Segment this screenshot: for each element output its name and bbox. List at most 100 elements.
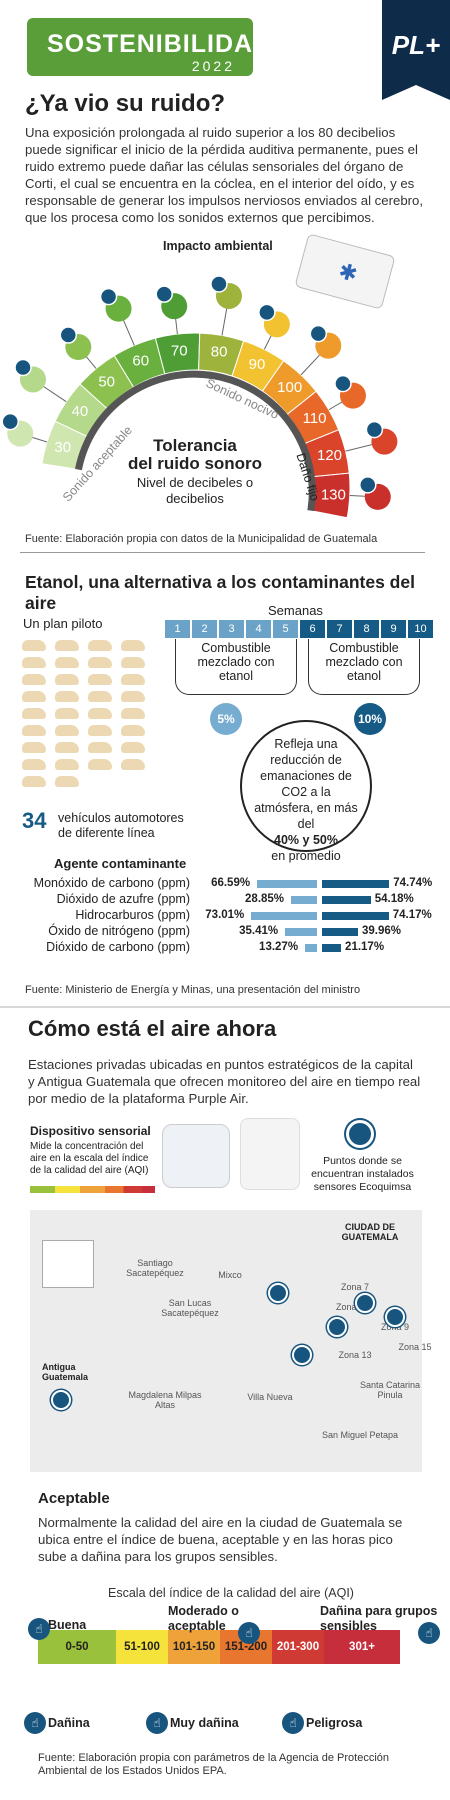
hand-pointer-icon[interactable]: ☝ <box>28 1618 50 1640</box>
vehicles-illustration <box>22 640 152 795</box>
aqi-bottom-label-2: Peligrosa <box>306 1716 363 1730</box>
hand-pointer-icon[interactable] <box>59 326 78 344</box>
vehicles-label: vehículos automotores de diferente línea <box>58 811 184 840</box>
aqi-bottom-label-1: Muy dañina <box>170 1716 239 1730</box>
map-place-1: Mixco <box>218 1270 242 1280</box>
hand-pointer-icon[interactable]: ☝ <box>418 1622 440 1644</box>
logo-title: SOSTENIBILIDAD <box>47 30 273 58</box>
map-place-11: Santa Catarina Pinula <box>359 1380 421 1400</box>
map-place-10: Villa Nueva <box>247 1392 293 1402</box>
hand-pointer-icon[interactable] <box>365 420 384 439</box>
aqi-bottom-label-0: Dañina <box>48 1716 90 1730</box>
air-title: Cómo está el aire ahora <box>28 1016 277 1041</box>
car-icon <box>121 742 145 753</box>
bar-5pct-4 <box>305 944 317 952</box>
gauge-title-1: Tolerancia <box>153 436 237 455</box>
gauge-level-40: 40 <box>72 403 89 420</box>
aqi-top-label-0: Buena <box>48 1618 87 1632</box>
pct-5-badge: 5% <box>210 703 242 735</box>
week-7: 7 <box>327 620 352 638</box>
car-icon <box>55 657 79 668</box>
agent-label-1: Dióxido de azufre (ppm) <box>56 892 190 906</box>
hand-pointer-icon[interactable] <box>99 287 118 306</box>
map-place-7: Zona 13 <box>338 1350 372 1360</box>
aqi-range-4: 201-300 <box>272 1630 324 1664</box>
hand-pointer-icon[interactable] <box>1 412 20 431</box>
sensor-pin-zona9[interactable] <box>327 1317 347 1337</box>
aqi-mini-scale <box>30 1186 155 1193</box>
hand-pointer-icon[interactable] <box>359 476 377 494</box>
sensor-pin-antigua[interactable] <box>51 1390 71 1410</box>
map-place-2: San Lucas Sacatepéquez <box>161 1298 219 1318</box>
week-2: 2 <box>192 620 217 638</box>
gauge-level-110: 110 <box>303 410 327 427</box>
bar-10pct-1 <box>322 896 371 904</box>
car-icon <box>88 742 112 753</box>
car-icon <box>121 725 145 736</box>
car-icon <box>88 657 112 668</box>
hand-pointer-icon[interactable]: ☝ <box>24 1712 46 1734</box>
gauge-sub-1: Nivel de decibeles o <box>136 475 254 490</box>
agent-label-0: Monóxido de carbono (ppm) <box>33 876 190 890</box>
publisher-logo[interactable]: PL+ <box>382 0 450 100</box>
car-icon <box>55 708 79 719</box>
map-place-5: Zona 9 <box>380 1322 410 1332</box>
hand-pointer-icon[interactable] <box>14 358 32 377</box>
map-place-8: Antigua Guatemala <box>42 1362 89 1382</box>
car-icon <box>88 674 112 685</box>
map-place-4: Zona 8 <box>335 1302 365 1312</box>
weeks-label: Semanas <box>268 603 323 618</box>
hand-pointer-icon[interactable] <box>309 324 328 343</box>
hand-pointer-icon[interactable] <box>210 275 228 293</box>
hand-pointer-icon[interactable]: ☝ <box>238 1622 260 1644</box>
reduction-circle: Refleja una reducción de emanaciones de … <box>240 720 372 863</box>
aqi-text: Normalmente la calidad del aire en la ci… <box>38 1515 403 1564</box>
car-icon <box>55 742 79 753</box>
air-intro: Estaciones privadas ubicadas en puntos e… <box>28 1057 421 1106</box>
agent-label-2: Hidrocarburos (ppm) <box>75 908 190 922</box>
value-5pct-4: 13.27% <box>259 941 299 953</box>
hand-pointer-icon[interactable] <box>334 374 352 393</box>
map-place-6: Zona 15 <box>398 1342 432 1352</box>
gauge-title-2: del ruido sonoro <box>127 454 263 473</box>
gauge-inner-ring <box>75 370 316 512</box>
noise-source: Fuente: Elaboración propia con datos de … <box>25 533 378 545</box>
car-icon <box>22 742 46 753</box>
section-band <box>0 1006 450 1008</box>
car-icon <box>22 674 46 685</box>
car-icon <box>121 708 145 719</box>
gauge-level-90: 90 <box>249 356 266 373</box>
car-icon <box>22 657 46 668</box>
map-place-12: San Miguel Petapa <box>321 1430 399 1440</box>
sensor-pin-zona8[interactable] <box>355 1293 375 1313</box>
car-icon <box>22 776 46 787</box>
gauge-level-50: 50 <box>98 373 115 390</box>
car-icon <box>22 640 46 651</box>
bar-5pct-2 <box>251 912 317 920</box>
pilot-label: Un plan piloto <box>23 616 103 631</box>
hand-pointer-icon[interactable] <box>258 303 276 322</box>
guatemala-inset <box>42 1240 94 1288</box>
week-5: 5 <box>273 620 298 638</box>
sensor-pin-zona7[interactable] <box>268 1283 288 1303</box>
medical-star-icon: ✱ <box>335 257 361 287</box>
agent-label-4: Dióxido de carbono (ppm) <box>46 940 190 954</box>
reduction-avg: en promedio <box>271 849 341 863</box>
car-icon <box>55 640 79 651</box>
value-10pct-3: 39.96% <box>361 925 401 937</box>
fuel-b-box: Combustible mezclado con etanol <box>308 639 420 695</box>
car-icon <box>88 725 112 736</box>
sensor-map[interactable]: CIUDAD DE GUATEMALA Santiago Sacatepéque… <box>30 1210 432 1472</box>
ethanol-title: Etanol, una alternativa a los contaminan… <box>25 572 415 613</box>
aqi-range-0: 0-50 <box>38 1630 116 1664</box>
gauge-level-70: 70 <box>171 342 188 359</box>
device-text: Mide la concentración del aire en la esc… <box>30 1141 149 1176</box>
car-icon <box>121 657 145 668</box>
sensor-pin-zona15[interactable] <box>385 1307 405 1327</box>
hand-pointer-icon[interactable]: ☝ <box>282 1712 304 1734</box>
hand-pointer-icon[interactable]: ☝ <box>146 1712 168 1734</box>
sensor-pin-zona13[interactable] <box>292 1345 312 1365</box>
hand-pointer-icon[interactable] <box>155 285 173 303</box>
gauge-level-30: 30 <box>54 439 71 456</box>
car-icon <box>55 674 79 685</box>
